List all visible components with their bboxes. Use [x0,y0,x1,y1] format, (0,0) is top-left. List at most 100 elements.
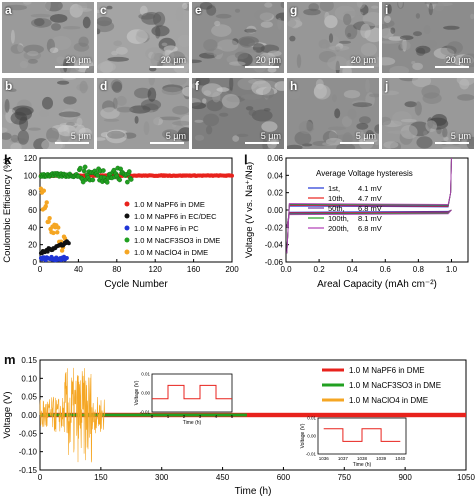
legend-value: 4.7 mV [358,194,382,203]
sem-texture [382,78,474,149]
legend-label: 100th, [328,214,349,223]
legend-value: 6.8 mV [358,204,382,213]
scale-bar [340,66,374,68]
sem-image-e: e 20 μm [192,2,284,73]
x-tick-label: 80 [112,265,121,274]
scale-bar-label: 20 μm [65,55,91,65]
y-tick-label: -0.05 [19,429,38,438]
sem-panel-label: g [290,3,298,17]
legend-label: 1.0 M NaClO4 in DME [134,248,208,257]
y-tick-label: 0.04 [267,171,283,180]
legend-label: 50th, [328,204,345,213]
x-tick-label: 750 [338,473,352,482]
scale-bar-label: 20 μm [160,55,186,65]
data-point [95,173,100,178]
y-tick-label: -0.02 [265,223,284,232]
y-tick-label: 60 [28,206,37,215]
inset-x-tick-label: 1040 [395,456,406,461]
data-point [90,177,96,183]
sem-texture [192,2,284,73]
inset-y-tick-label: 0.00 [307,434,316,439]
panel-letter-k: k [4,152,12,167]
x-axis-label: Time (h) [235,486,272,497]
series-band [40,413,247,417]
scale-bar [435,66,469,68]
data-point [55,230,60,235]
legend-value: 4.1 mV [358,184,382,193]
y-tick-label: 40 [28,223,37,232]
scale-bar-label: 20 μm [445,55,471,65]
scale-bar [150,66,184,68]
sem-texture [97,2,189,73]
y-tick-label: 0.00 [267,206,283,215]
inset-series-line [323,428,401,442]
scale-bar-label: 5 μm [450,131,471,141]
inset-x-axis-label: Time (h) [183,420,202,426]
y-tick-label: 0.06 [267,154,283,163]
voltage-hysteresis-chart: 0.0 0.2 0.4 0.6 0.8 1.0 -0.06 -0.04 -0.02 0.00 0.0… [244,154,469,290]
legend-label: 1.0 M NaPF6 in PC [134,224,199,233]
inset-y-tick-label: 0.01 [141,372,150,377]
inset-x-tick-label: 3 [199,414,202,419]
y-axis-label: Voltage (V vs. Na⁺/Na) [244,162,255,258]
sem-image-d: d 5 μm [97,78,189,149]
x-tick-label: 0 [38,265,43,274]
sem-image-g: g 20 μm [287,2,379,73]
series-band [40,412,466,418]
x-tick-label: 450 [216,473,230,482]
panel-letter-m: m [4,352,16,367]
sem-texture [287,79,379,149]
legend-label: 10th, [328,194,345,203]
inset-x-tick-label: 1 [167,414,170,419]
y-tick-label: 0.15 [21,356,37,365]
sem-texture [192,78,284,149]
data-point [77,165,83,171]
scale-bar-label: 5 μm [355,131,376,141]
data-point [117,177,123,183]
legend-title: Average Voltage hysteresis [316,169,413,178]
scale-bar [150,142,184,144]
legend-value: 6.8 mV [358,224,382,233]
x-tick-label: 120 [149,265,163,274]
x-tick-label: 1050 [457,473,475,482]
sem-panel-label: j [385,79,389,93]
data-point [128,177,134,182]
x-axis-label: Cycle Number [104,279,168,290]
data-point [126,169,132,174]
x-tick-label: 200 [225,265,239,274]
inset-x-tick-label: 0 [151,414,154,419]
y-tick-label: 80 [28,189,37,198]
sem-panel-label: h [290,79,298,93]
inset-x-tick-label: 1038 [357,456,368,461]
inset-x-tick-label: 2 [183,414,186,419]
sem-texture [2,78,92,149]
y-tick-label: -0.06 [265,258,284,267]
x-tick-label: 160 [187,265,201,274]
inset-frame [151,373,233,413]
sem-texture [97,78,189,144]
series-line [39,367,105,463]
legend-value: 8.1 mV [358,214,382,223]
x-tick-label: 300 [155,473,169,482]
y-axis-label: Coulombic Efficiency (%) [2,157,13,262]
sem-texture [287,2,379,73]
y-tick-label: 100 [24,171,38,180]
legend-marker [124,237,130,243]
sem-panel-label: a [5,3,12,17]
legend-label: 1.0 M NaPF6 in EC/DEC [134,212,217,221]
data-point [43,204,48,209]
inset-series-line [152,384,232,400]
sem-panel-label: f [195,79,199,93]
data-point [104,179,110,185]
x-tick-label: 1.0 [446,265,458,274]
sem-image-c: c 20 μm [97,2,189,73]
x-tick-label: 0.6 [380,265,392,274]
legend-label: 1.0 M NaCF3SO3 in DME [134,236,220,245]
scale-bar-label: 5 μm [260,131,281,141]
y-tick-label: 0.05 [21,393,37,402]
inset-x-axis-label: Time (h) [353,462,372,468]
y-tick-label: 0.10 [21,374,37,383]
legend-label: 1.0 M NaPF6 in DME [349,366,425,375]
x-tick-label: 900 [398,473,412,482]
sem-texture [5,2,94,73]
